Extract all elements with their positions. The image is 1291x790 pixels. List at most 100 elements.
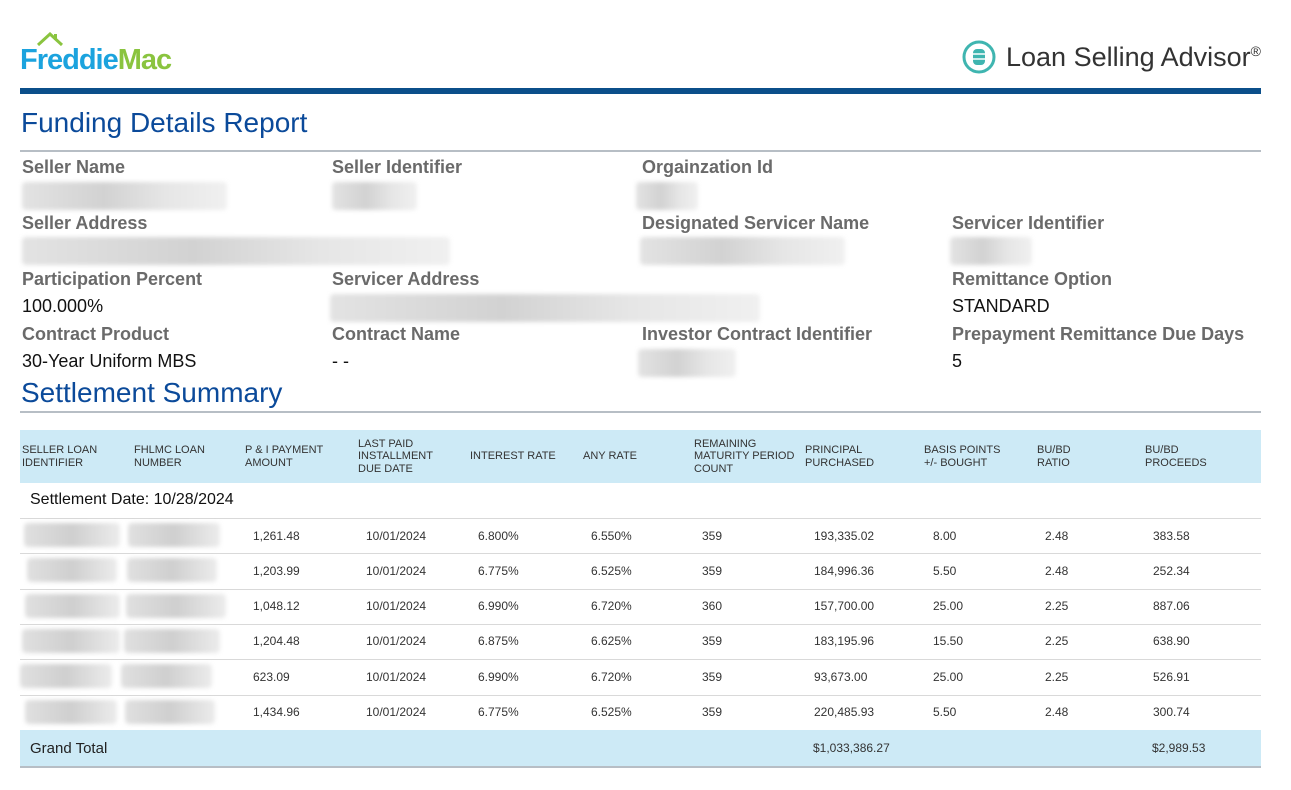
grand-total-principal: $1,033,386.27 [813, 741, 890, 755]
redacted-seller-name [22, 182, 227, 210]
header-divider [20, 88, 1261, 94]
redacted-seller-loan-identifier [27, 558, 117, 583]
table-row: 1,434.96 10/01/2024 6.775% 6.525% 359 220,485… [20, 695, 1261, 730]
cell-principal-purchased: 184,996.36 [814, 563, 875, 578]
redacted-seller-address [22, 237, 450, 265]
field-remittance-option: Remittance Option STANDARD [952, 269, 1113, 316]
redacted-servicer-address [330, 294, 760, 322]
prepayment-remittance-due-days-value: 5 [952, 351, 963, 371]
cell-last-paid-due-date: 10/01/2024 [366, 669, 427, 684]
cell-any-rate: 6.550% [591, 528, 632, 543]
col-last-paid-installment-due-date: LAST PAID INSTALLMENT DUE DATE [358, 437, 433, 475]
cell-interest-rate: 6.775% [478, 705, 519, 719]
cell-bu-bd-proceeds: 383.58 [1153, 528, 1190, 543]
field-contract-product: Contract Product 30-Year Uniform MBS [22, 324, 197, 371]
col-bu-bd-proceeds: BU/BD PROCEEDS [1145, 444, 1207, 469]
cell-bu-bd-ratio: 2.48 [1045, 563, 1069, 578]
redacted-seller-loan-identifier [25, 699, 117, 724]
redacted-fhlmc-loan-number [128, 523, 220, 547]
participation-percent-value: 100.000% [22, 296, 104, 316]
field-participation-percent: Participation Percent 100.000% [22, 269, 203, 316]
cell-pi-payment-amount: 1,203.99 [253, 563, 300, 578]
cell-principal-purchased: 93,673.00 [814, 669, 868, 684]
house-roof-icon [36, 32, 64, 46]
logo-mac: Mac [117, 44, 172, 76]
cell-bu-bd-proceeds: 526.91 [1153, 669, 1190, 684]
col-pi-payment-amount: P & I PAYMENT AMOUNT [245, 444, 324, 469]
redacted-fhlmc-loan-number [126, 593, 226, 618]
cell-basis-points: 5.50 [933, 563, 957, 578]
row-divider [20, 659, 1261, 661]
cell-basis-points: 25.00 [933, 669, 964, 684]
redacted-seller-loan-identifier [24, 523, 120, 547]
field-prepayment-remittance-due-days: Prepayment Remittance Due Days 5 [952, 324, 1245, 371]
cell-interest-rate: 6.990% [478, 669, 519, 684]
cell-interest-rate: 6.875% [478, 634, 519, 649]
cell-pi-payment-amount: 1,204.48 [253, 634, 300, 649]
cell-basis-points: 15.50 [933, 634, 964, 649]
grand-total-proceeds: $2,989.53 [1152, 741, 1206, 755]
cell-last-paid-due-date: 10/01/2024 [366, 528, 427, 543]
col-principal-purchased: PRINCIPAL PURCHASED [805, 444, 875, 469]
app-name: Loan Selling Advisor® [1006, 41, 1261, 72]
row-divider [20, 623, 1261, 625]
cell-bu-bd-ratio: 2.25 [1045, 634, 1069, 649]
redacted-servicer-identifier [950, 237, 1032, 265]
cell-interest-rate: 6.775% [478, 563, 519, 578]
cell-bu-bd-ratio: 2.25 [1045, 599, 1069, 614]
row-divider [20, 518, 1261, 519]
cell-principal-purchased: 220,485.93 [814, 705, 875, 719]
redacted-seller-loan-identifier [25, 593, 120, 618]
cell-last-paid-due-date: 10/01/2024 [366, 563, 427, 578]
coin-stack-icon [962, 40, 996, 74]
cell-any-rate: 6.720% [591, 669, 632, 684]
field-servicer-address: Servicer Address [332, 269, 480, 289]
cell-any-rate: 6.525% [591, 705, 632, 719]
cell-principal-purchased: 193,335.02 [814, 528, 875, 543]
redacted-organization-id [636, 182, 698, 210]
cell-remaining-maturity: 359 [702, 634, 723, 649]
cell-principal-purchased: 157,700.00 [814, 599, 875, 614]
cell-remaining-maturity: 359 [702, 563, 723, 578]
redacted-fhlmc-loan-number [124, 628, 220, 653]
page-header: FreddieMac Loan Selling Advisor® [20, 28, 1261, 88]
table-header: SELLER LOAN IDENTIFIER FHLMC LOAN NUMBER… [20, 430, 1261, 483]
logo-freddie: Freddie [20, 44, 119, 76]
table-row: 623.09 10/01/2024 6.990% 6.720% 359 93,673.00… [20, 659, 1261, 694]
cell-any-rate: 6.720% [591, 599, 632, 614]
redacted-investor-contract-identifier [638, 349, 736, 377]
section-divider [20, 411, 1261, 413]
grand-total-label: Grand Total [30, 739, 108, 757]
grand-total-row: Grand Total $1,033,386.27 $2,989.53 [20, 730, 1261, 768]
settlement-date: Settlement Date: 10/28/2024 [30, 491, 234, 508]
field-seller-name: Seller Name [22, 157, 126, 177]
cell-pi-payment-amount: 1,434.96 [253, 705, 300, 719]
field-designated-servicer-name: Designated Servicer Name [642, 213, 870, 233]
cell-principal-purchased: 183,195.96 [814, 634, 875, 649]
table-row: 1,204.48 10/01/2024 6.875% 6.625% 359 183,195… [20, 624, 1261, 659]
cell-any-rate: 6.525% [591, 563, 632, 578]
col-interest-rate: INTEREST RATE [470, 450, 556, 463]
cell-last-paid-due-date: 10/01/2024 [366, 599, 427, 614]
cell-bu-bd-proceeds: 252.34 [1153, 563, 1190, 578]
redacted-servicer-name [640, 237, 845, 265]
field-seller-address: Seller Address [22, 213, 148, 233]
cell-bu-bd-ratio: 2.48 [1045, 705, 1069, 719]
cell-basis-points: 8.00 [933, 528, 957, 543]
col-remaining-maturity-period-count: REMAINING MATURITY PERIOD COUNT [694, 437, 795, 475]
field-contract-name: Contract Name - - [332, 324, 461, 371]
cell-basis-points: 25.00 [933, 599, 964, 614]
cell-remaining-maturity: 359 [702, 528, 723, 543]
table-row: 1,261.48 10/01/2024 6.800% 6.550% 359 193,335… [20, 518, 1261, 553]
table-row: 1,048.12 10/01/2024 6.990% 6.720% 360 157,700… [20, 589, 1261, 624]
col-any-rate: ANY RATE [583, 450, 637, 463]
field-servicer-identifier: Servicer Identifier [952, 213, 1105, 233]
col-bu-bd-ratio: BU/BD RATIO [1037, 444, 1071, 469]
cell-interest-rate: 6.990% [478, 599, 519, 614]
cell-last-paid-due-date: 10/01/2024 [366, 634, 427, 649]
field-seller-identifier: Seller Identifier [332, 157, 463, 177]
title-divider [20, 150, 1261, 152]
redacted-seller-identifier [332, 182, 417, 210]
redacted-seller-loan-identifier [22, 628, 120, 653]
contract-product-value: 30-Year Uniform MBS [22, 351, 197, 371]
